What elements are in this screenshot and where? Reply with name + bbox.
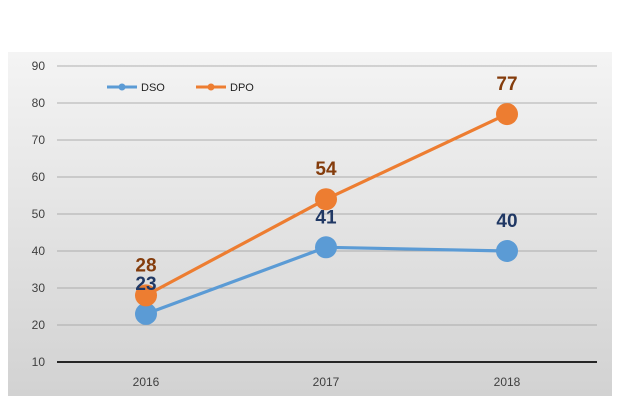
- legend: DSO DPO: [107, 82, 254, 94]
- x-tick-label: 2017: [313, 375, 340, 389]
- y-tick-label: 90: [32, 59, 46, 73]
- x-tick-label: 2018: [494, 375, 521, 389]
- data-point-dso: [496, 240, 518, 262]
- y-tick-label: 70: [32, 133, 46, 147]
- y-tick-label: 10: [32, 355, 46, 369]
- data-point-dpo: [496, 103, 518, 126]
- y-tick-label: 40: [32, 244, 46, 258]
- data-label-dso: 41: [315, 207, 337, 228]
- axes: 10 20 30 40 50 60 70 80 90 2016 2017 2018: [32, 59, 597, 389]
- y-tick-label: 30: [32, 281, 46, 295]
- data-label-dpo: 28: [135, 255, 156, 276]
- legend-label-dso: DSO: [141, 82, 165, 94]
- series: [135, 103, 518, 325]
- legend-label-dpo: DPO: [230, 82, 254, 94]
- y-tick-label: 50: [32, 207, 46, 221]
- data-labels: 23 41 40 28 54 77: [135, 74, 517, 295]
- data-point-dpo: [315, 188, 337, 211]
- data-point-dpo: [135, 284, 157, 307]
- y-tick-label: 80: [32, 96, 46, 110]
- data-label-dso: 40: [496, 211, 517, 232]
- legend-marker-dpo: [207, 83, 215, 91]
- legend-marker-dso: [118, 83, 126, 91]
- data-point-dso: [315, 236, 337, 259]
- data-point-dso: [135, 302, 157, 325]
- y-tick-label: 60: [32, 170, 46, 184]
- data-label-dpo: 77: [496, 74, 517, 95]
- plot-background: [8, 52, 612, 396]
- x-tick-label: 2016: [133, 375, 160, 389]
- data-label-dso: 23: [135, 274, 156, 295]
- data-label-dpo: 54: [315, 159, 337, 180]
- y-tick-label: 20: [32, 318, 46, 332]
